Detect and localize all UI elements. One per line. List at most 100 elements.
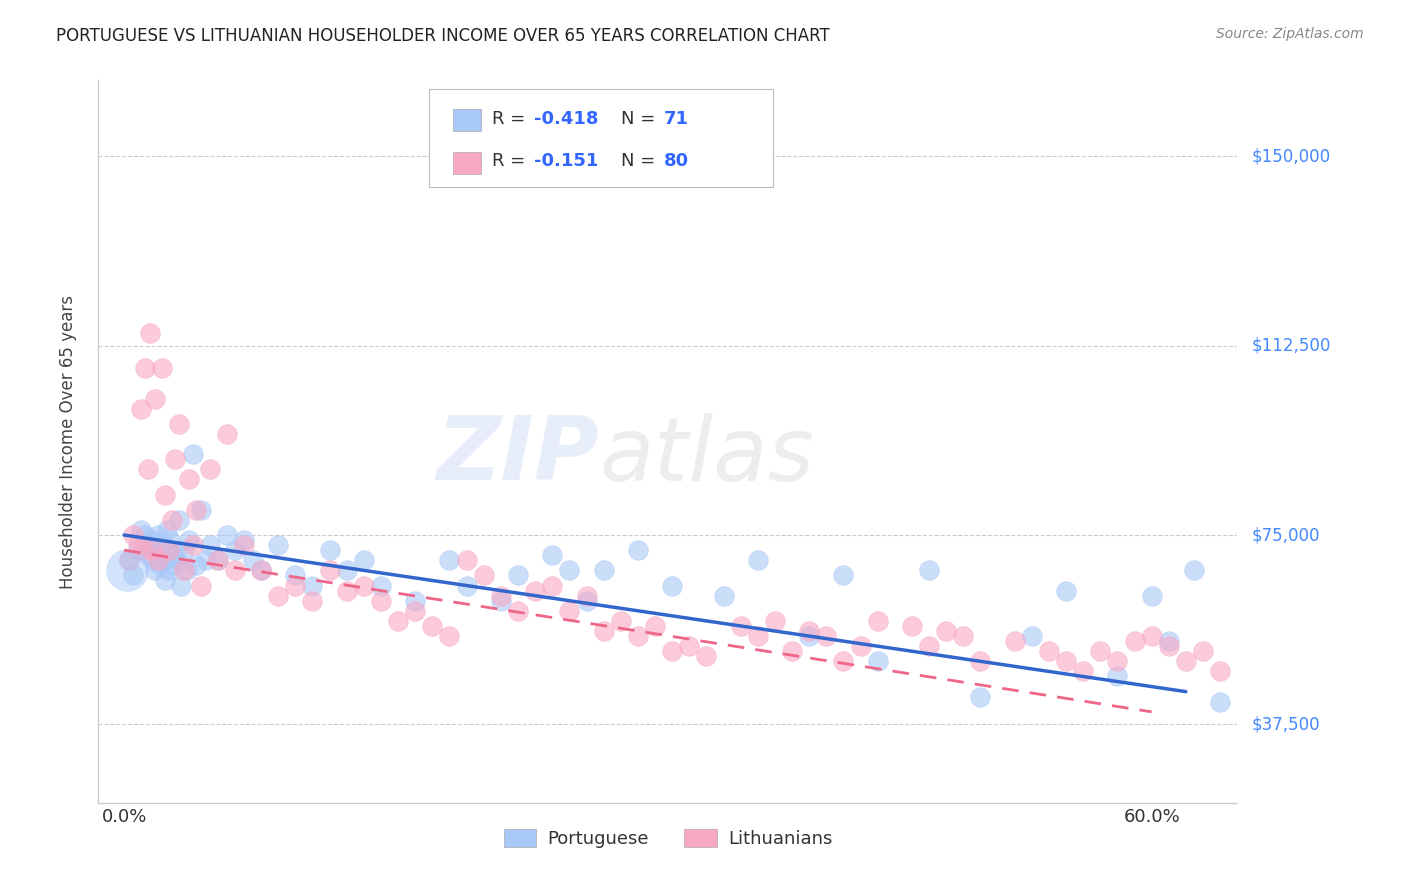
- Point: [195, 553, 218, 567]
- Text: N =: N =: [621, 153, 661, 170]
- Text: $112,500: $112,500: [1251, 336, 1330, 354]
- Point: [713, 589, 735, 603]
- Point: [181, 447, 204, 461]
- Point: [141, 533, 163, 547]
- Point: [370, 593, 392, 607]
- Point: [1123, 634, 1146, 648]
- Point: [155, 574, 177, 588]
- Point: [952, 629, 974, 643]
- Point: [150, 538, 173, 552]
- Point: [198, 538, 221, 552]
- Text: -0.418: -0.418: [534, 110, 599, 128]
- Point: [156, 523, 179, 537]
- Point: [179, 472, 201, 486]
- Point: [242, 553, 264, 567]
- Point: [1107, 669, 1129, 683]
- Point: [129, 401, 152, 416]
- Point: [1107, 654, 1129, 668]
- Point: [215, 528, 238, 542]
- Legend: Portuguese, Lithuanians: Portuguese, Lithuanians: [496, 822, 839, 855]
- Point: [132, 543, 155, 558]
- Point: [215, 427, 238, 442]
- Point: [506, 568, 529, 582]
- Point: [730, 619, 752, 633]
- Point: [472, 568, 495, 582]
- Point: [167, 417, 190, 431]
- Point: [387, 614, 409, 628]
- Point: [150, 361, 173, 376]
- Point: [797, 624, 820, 638]
- Point: [644, 619, 666, 633]
- Point: [1140, 589, 1163, 603]
- Point: [1054, 583, 1077, 598]
- Point: [610, 614, 633, 628]
- Point: [284, 578, 307, 592]
- Point: [118, 553, 141, 567]
- Point: [695, 649, 717, 664]
- Point: [404, 604, 426, 618]
- Point: [336, 563, 359, 577]
- Point: [129, 523, 152, 537]
- Point: [575, 593, 598, 607]
- Point: [815, 629, 838, 643]
- Point: [224, 543, 246, 558]
- Point: [866, 614, 889, 628]
- Point: [866, 654, 889, 668]
- Point: [1090, 644, 1112, 658]
- Point: [118, 553, 141, 567]
- Y-axis label: Householder Income Over 65 years: Householder Income Over 65 years: [59, 294, 77, 589]
- Point: [627, 543, 650, 558]
- Text: atlas: atlas: [599, 413, 814, 499]
- Point: [558, 604, 581, 618]
- Point: [250, 563, 273, 577]
- Point: [1209, 665, 1232, 679]
- Point: [506, 604, 529, 618]
- Point: [456, 553, 478, 567]
- Point: [179, 533, 201, 547]
- Point: [184, 502, 207, 516]
- Point: [160, 548, 183, 562]
- Text: ZIP: ZIP: [437, 412, 599, 500]
- Point: [524, 583, 547, 598]
- Text: Source: ZipAtlas.com: Source: ZipAtlas.com: [1216, 27, 1364, 41]
- Point: [301, 578, 323, 592]
- Text: R =: R =: [492, 110, 531, 128]
- Point: [157, 543, 180, 558]
- Point: [301, 593, 323, 607]
- Point: [250, 563, 273, 577]
- Point: [198, 462, 221, 476]
- Point: [541, 578, 564, 592]
- Text: R =: R =: [492, 153, 531, 170]
- Point: [134, 528, 156, 542]
- Point: [136, 462, 159, 476]
- Point: [318, 563, 340, 577]
- Point: [1054, 654, 1077, 668]
- Point: [284, 568, 307, 582]
- Point: [267, 589, 290, 603]
- Point: [763, 614, 786, 628]
- Point: [1174, 654, 1197, 668]
- Point: [489, 593, 512, 607]
- Text: N =: N =: [621, 110, 661, 128]
- Point: [1004, 634, 1026, 648]
- Point: [1157, 634, 1180, 648]
- Point: [336, 583, 359, 598]
- Point: [145, 543, 167, 558]
- Point: [439, 629, 461, 643]
- Point: [267, 538, 290, 552]
- Point: [901, 619, 924, 633]
- Point: [1071, 665, 1094, 679]
- Point: [918, 639, 941, 653]
- Point: [207, 553, 229, 567]
- Point: [489, 589, 512, 603]
- Point: [121, 568, 143, 582]
- Point: [165, 543, 187, 558]
- Point: [165, 452, 187, 467]
- Point: [152, 553, 174, 567]
- Point: [832, 568, 855, 582]
- Point: [134, 361, 156, 376]
- Point: [1184, 563, 1206, 577]
- Point: [139, 326, 162, 340]
- Point: [1192, 644, 1215, 658]
- Point: [233, 538, 256, 552]
